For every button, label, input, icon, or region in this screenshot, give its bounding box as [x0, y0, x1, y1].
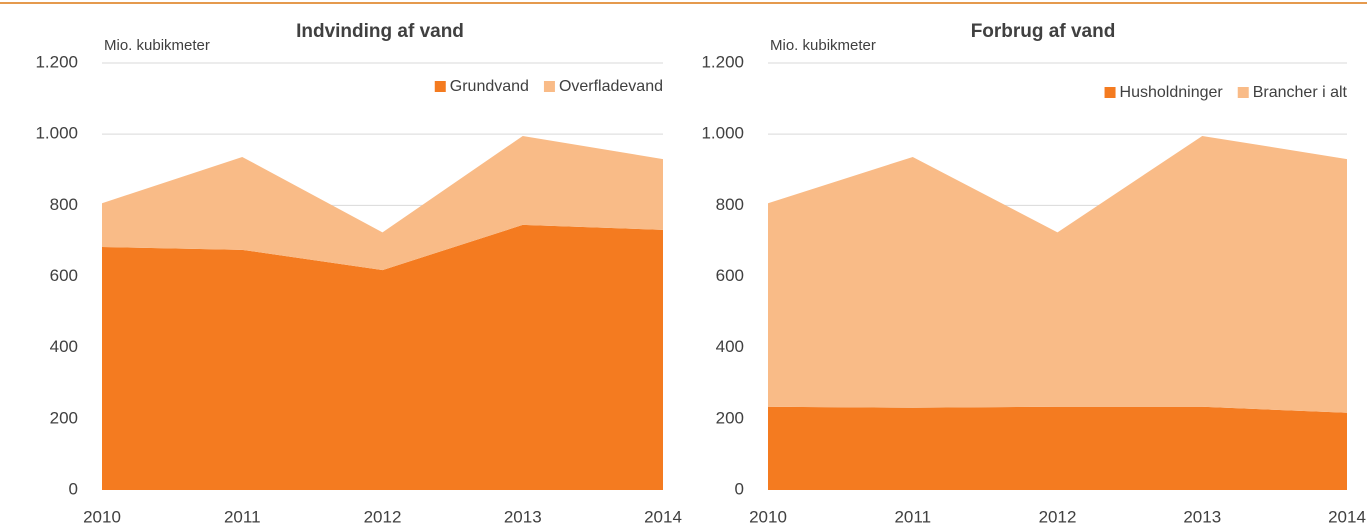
y-tick-label: 1.000: [35, 124, 78, 143]
y-tick-label: 1.000: [701, 124, 744, 143]
y-tick-label: 1.200: [701, 52, 744, 71]
y-tick-label: 200: [50, 408, 78, 427]
legend-label: Husholdninger: [1120, 84, 1224, 101]
area: [768, 135, 1347, 413]
y-tick-label: 400: [50, 337, 78, 356]
y-axis-label: Mio. kubikmeter: [104, 37, 210, 54]
x-tick-label: 2011: [224, 507, 261, 526]
y-tick-label: 0: [735, 479, 744, 498]
legend-swatch: [1104, 87, 1116, 98]
x-tick-label: 2014: [644, 507, 682, 526]
legend-label: Brancher i alt: [1253, 84, 1348, 101]
y-tick-label: 1.200: [35, 52, 78, 71]
y-tick-label: 800: [716, 195, 744, 214]
legend-swatch: [1237, 87, 1249, 98]
legend-label: Overfladevand: [559, 78, 663, 95]
chart-title: Forbrug af vand: [971, 21, 1116, 42]
y-tick-label: 200: [716, 408, 744, 427]
x-tick-label: 2011: [894, 507, 931, 526]
y-tick-label: 600: [50, 266, 78, 285]
legend-swatch: [543, 81, 555, 92]
area: [768, 406, 1347, 490]
chart-title: Indvinding af vand: [296, 21, 464, 42]
x-tick-label: 2013: [504, 507, 542, 526]
y-tick-label: 800: [50, 195, 78, 214]
y-tick-label: 600: [716, 266, 744, 285]
y-tick-label: 0: [69, 479, 78, 498]
x-tick-label: 2013: [1183, 507, 1221, 526]
x-tick-label: 2012: [364, 507, 402, 526]
x-tick-label: 2014: [1328, 507, 1366, 526]
legend-label: Grundvand: [450, 78, 529, 95]
x-tick-label: 2012: [1039, 507, 1077, 526]
y-axis-label: Mio. kubikmeter: [770, 37, 876, 54]
legend-swatch: [434, 81, 446, 92]
area: [102, 135, 663, 271]
y-tick-label: 400: [716, 337, 744, 356]
x-tick-label: 2010: [749, 507, 787, 526]
area: [102, 224, 663, 490]
x-tick-label: 2010: [83, 507, 121, 526]
